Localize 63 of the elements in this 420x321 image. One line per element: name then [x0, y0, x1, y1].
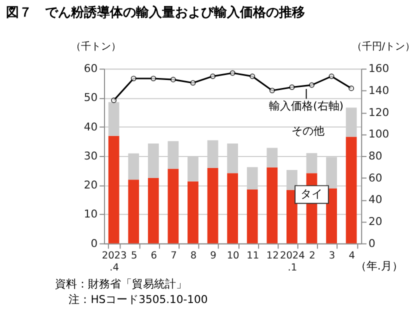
bar: [128, 180, 140, 244]
bar: [326, 188, 337, 244]
y-axis-title: （千トン）: [71, 40, 122, 53]
x-axis-title: （年.月）: [355, 259, 403, 272]
point: [328, 74, 334, 80]
point: [190, 80, 196, 86]
point: [111, 98, 117, 104]
point: [170, 76, 176, 82]
y2-tick-label: 140: [368, 84, 390, 97]
point: [130, 76, 136, 82]
point: [289, 84, 295, 90]
legend-label: 輸入価格(右軸): [269, 100, 344, 113]
y2-tick-label: 80: [368, 149, 382, 162]
point: [230, 70, 236, 76]
bar: [246, 189, 258, 244]
bar: [346, 136, 357, 244]
y-tick-label: 20: [84, 178, 98, 192]
x-tick-label: 2: [309, 250, 316, 262]
text: 注：HSコード3505.10-100: [68, 293, 208, 306]
x-tick-label: 7: [170, 250, 177, 262]
bar: [207, 168, 218, 244]
y2-tick-label: 40: [368, 193, 382, 206]
x-tick-label: 10: [226, 250, 240, 262]
x-tick-label: 8: [190, 250, 197, 262]
series-label: タイ: [300, 187, 323, 200]
x-tick-label: 6: [150, 250, 158, 262]
x-tick-label: 4: [348, 250, 355, 262]
x-tick-label: 2023 .4: [102, 250, 127, 274]
x-tick-label: 2024 .1: [280, 250, 305, 274]
x-tick-label: 3: [328, 250, 336, 262]
point: [150, 76, 156, 82]
point: [250, 74, 256, 80]
x-tick-label: 9: [210, 250, 216, 262]
y2-tick-label: 20: [368, 214, 382, 228]
y2-tick-label: 0: [368, 236, 376, 250]
chart-title: 図７ でん粉誘導体の輸入量および輸入価格の推移: [6, 4, 305, 21]
point: [348, 86, 354, 92]
bar: [148, 178, 159, 244]
bar: [108, 136, 120, 244]
bar: [286, 190, 298, 244]
y-tick-label: 50: [84, 91, 98, 104]
bar: [227, 173, 238, 244]
point: [269, 88, 275, 94]
point: [210, 74, 216, 80]
y-tick-label: 30: [84, 149, 98, 162]
x-tick-label: 12: [266, 250, 279, 262]
bar: [266, 167, 278, 244]
bar: [168, 168, 179, 244]
y2-tick-label: 120: [368, 106, 390, 119]
y-tick-label: 10: [84, 208, 98, 221]
y-tick-label: 0: [90, 236, 98, 250]
x-tick-label: 5: [130, 250, 138, 262]
y2-tick-label: 160: [368, 62, 390, 76]
point: [308, 82, 315, 88]
y2-tick-label: 60: [368, 171, 382, 184]
y2-axis-title: （千円/トン）: [352, 40, 416, 53]
y2-tick-label: 100: [368, 128, 390, 141]
y-tick-label: 60: [84, 62, 98, 76]
series-label: その他: [291, 124, 324, 138]
x-tick-label: 11: [246, 250, 260, 262]
text: 資料：財務省「貿易統計」: [54, 277, 187, 290]
bar: [188, 181, 198, 244]
y-tick-label: 40: [84, 120, 98, 134]
